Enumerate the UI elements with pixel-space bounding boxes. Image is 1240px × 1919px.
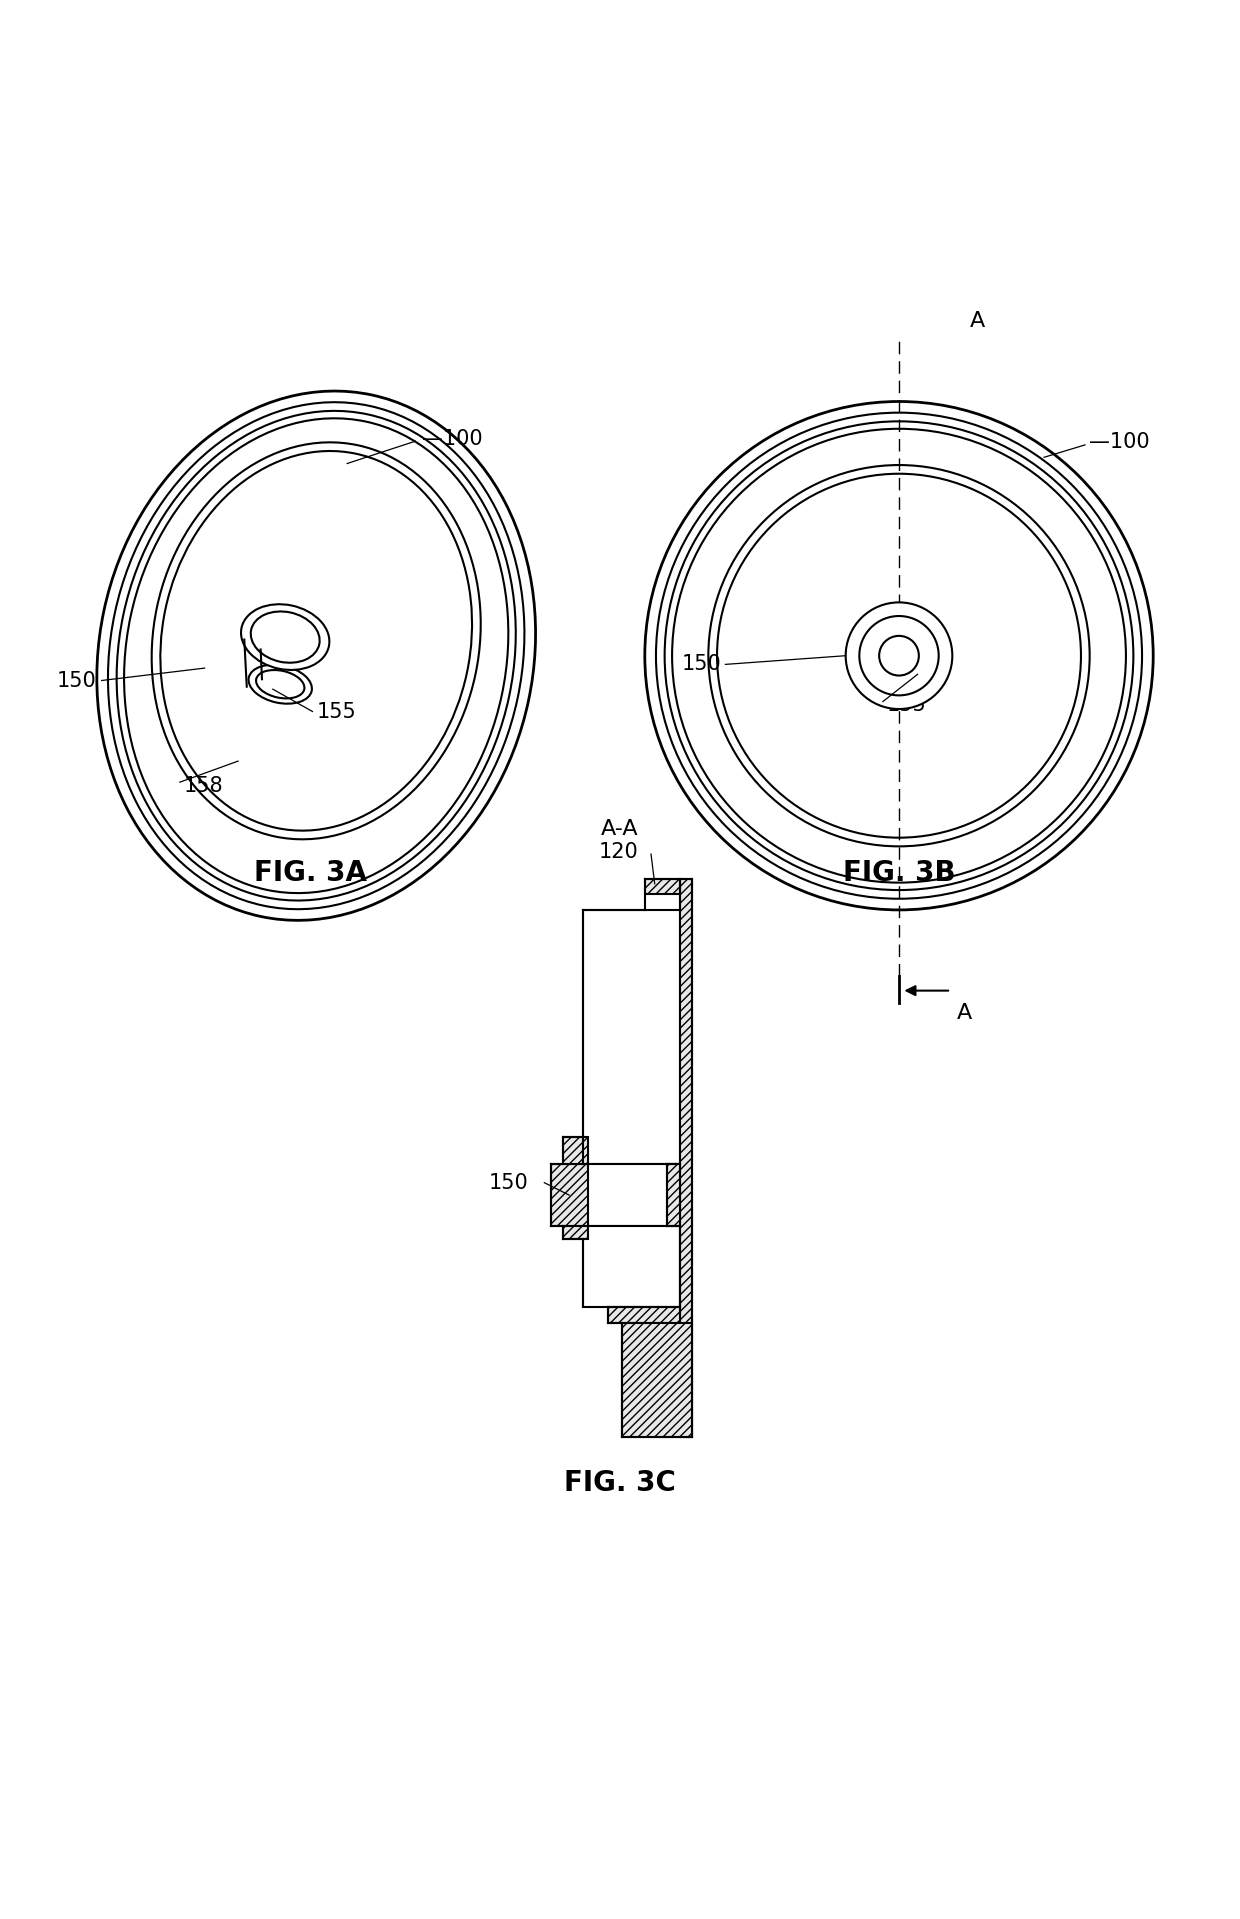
Bar [583,1165,680,1226]
Ellipse shape [248,664,312,704]
Text: FIG. 3B: FIG. 3B [843,858,955,887]
Text: 155: 155 [887,695,926,716]
Text: FIG. 3A: FIG. 3A [253,858,367,887]
Text: 155: 155 [316,702,356,722]
Ellipse shape [645,401,1153,910]
Text: A: A [970,311,985,330]
Bar [645,879,680,894]
Text: —100: —100 [422,428,482,449]
Text: FIG. 3C: FIG. 3C [564,1468,676,1497]
Bar [667,1165,680,1226]
Text: 120: 120 [599,842,639,862]
Text: A-A: A-A [601,819,639,839]
Bar [583,1226,680,1307]
Bar [563,1136,588,1165]
Bar [622,1322,692,1437]
Ellipse shape [97,391,536,921]
Bar [608,1307,680,1322]
Text: A: A [957,1004,972,1023]
Text: —100: —100 [1089,432,1149,453]
Bar [563,1226,588,1238]
Bar [680,879,692,1437]
Text: 150: 150 [682,654,722,674]
Text: 150: 150 [489,1173,528,1194]
Ellipse shape [846,603,952,708]
Ellipse shape [241,604,330,670]
Text: 158: 158 [184,775,223,796]
Bar [551,1165,588,1226]
Text: 150: 150 [57,670,97,691]
Bar [583,910,680,1165]
